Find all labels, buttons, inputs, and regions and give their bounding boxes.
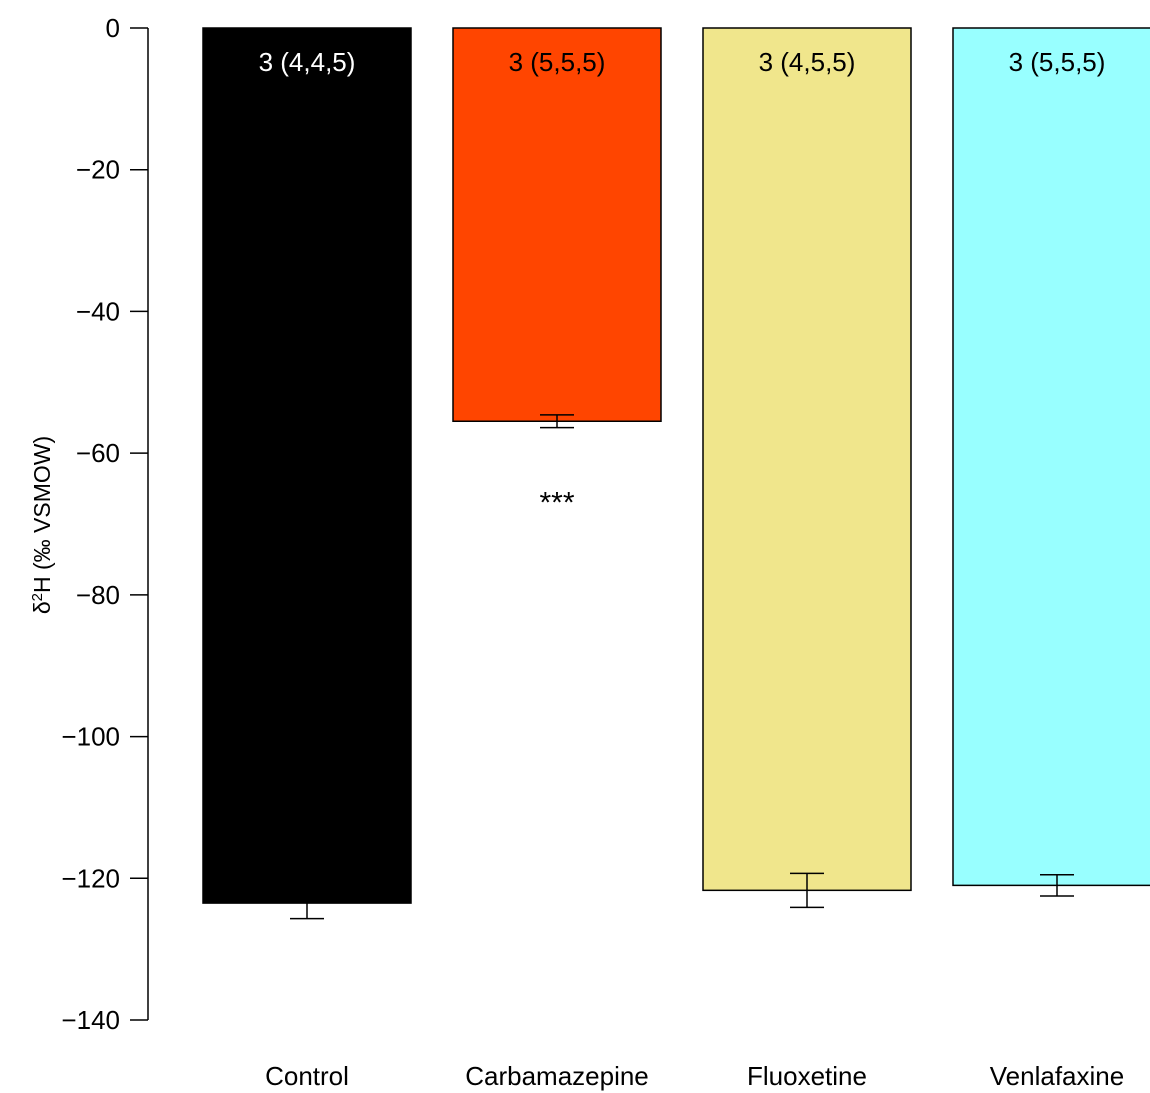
y-axis-label-symbol: δ	[29, 601, 55, 614]
bar-value-label: 3 (4,4,5)	[259, 47, 356, 77]
x-category-label: Fluoxetine	[747, 1061, 867, 1091]
y-tick-label: −120	[61, 863, 120, 893]
y-axis-label-superscript: 2	[29, 593, 46, 601]
bars-layer	[202, 27, 1150, 920]
y-tick-label: −100	[61, 722, 120, 752]
x-category-label: Carbamazepine	[465, 1061, 649, 1091]
bar-value-label: 3 (4,5,5)	[759, 47, 856, 77]
x-category-label: Control	[265, 1061, 349, 1091]
y-axis: 0 −20 −40 −60 −80 −100 −120 −140	[61, 13, 149, 1035]
y-axis-label: δ2H (‰ VSMOW)	[29, 436, 56, 614]
y-tick-label: −40	[76, 296, 120, 326]
bar-value-label: 3 (5,5,5)	[509, 47, 606, 77]
y-tick-label: −140	[61, 1005, 120, 1035]
x-category-label: Venlafaxine	[990, 1061, 1124, 1091]
y-tick-label: −60	[76, 438, 120, 468]
bar-value-label: 3 (5,5,5)	[1009, 47, 1106, 77]
y-tick-label: −80	[76, 580, 120, 610]
bar	[202, 27, 412, 904]
bar	[452, 27, 662, 423]
labels-layer: 3 (4,4,5) Control 3 (5,5,5) *** Carbamazepin…	[259, 47, 1125, 1091]
y-tick-label: 0	[106, 13, 120, 43]
y-axis-label-text: H (‰ VSMOW)	[29, 436, 55, 593]
bar	[952, 27, 1150, 887]
significance-label: ***	[539, 487, 574, 520]
y-tick-label: −20	[76, 155, 120, 185]
bar	[702, 27, 912, 892]
